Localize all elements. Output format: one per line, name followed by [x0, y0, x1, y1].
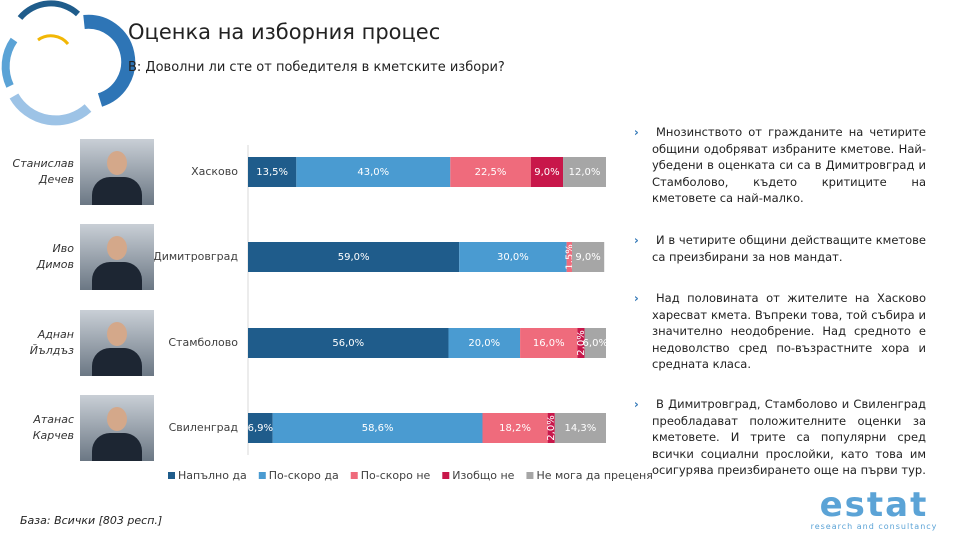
bar-segment: [530, 157, 564, 187]
legend-label: Изобщо не: [452, 469, 514, 482]
value-label: 6,0%: [583, 338, 608, 349]
photo-face: [107, 151, 127, 175]
bar-segment: [450, 157, 531, 187]
value-label: 18,2%: [499, 423, 531, 434]
photo-suit: [92, 433, 142, 461]
logo-tagline: research and consultancy: [810, 522, 938, 531]
note: Мнозинството от гражданите на четирите о…: [634, 124, 926, 207]
legend-label: По-скоро да: [269, 469, 339, 482]
photo-face: [107, 322, 127, 346]
value-label: 6,9%: [248, 423, 273, 434]
value-label: 12,0%: [569, 167, 601, 178]
photo: [80, 139, 154, 205]
bar-segment: [577, 328, 585, 358]
legend-swatch: [350, 472, 358, 479]
bar-segment: [296, 157, 451, 187]
person-name: Станислав Дечев: [6, 156, 74, 188]
legend-swatch: [258, 472, 266, 479]
value-label: 30,0%: [497, 252, 529, 263]
bar-segment: [520, 328, 578, 358]
legend-label: Напълно да: [178, 469, 247, 482]
last-name: Йълдъз: [29, 344, 74, 357]
bar-segment: [563, 157, 606, 187]
first-name: Иво: [52, 242, 74, 255]
person-name: Аднан Йълдъз: [6, 327, 74, 359]
bar-segment: [272, 413, 483, 443]
note: Над половината от жителите на Хасково ха…: [634, 290, 926, 373]
person-name: Иво Димов: [6, 241, 74, 273]
category-label: Димитровград: [153, 250, 238, 263]
value-label: 22,5%: [475, 167, 507, 178]
bar-segment: [459, 242, 567, 272]
logo: estat research and consultancy: [806, 488, 942, 531]
bar-segment: [566, 242, 572, 272]
value-label: 16,0%: [533, 338, 565, 349]
bar-segment: [554, 413, 606, 443]
legend-swatch: [168, 472, 175, 479]
note: В Димитровград, Стамболово и Свиленград …: [634, 396, 926, 479]
value-label: 9,0%: [575, 252, 600, 263]
photo-suit: [92, 262, 142, 290]
photo-face: [107, 407, 127, 431]
value-label: 20,0%: [468, 338, 500, 349]
last-name: Карчев: [32, 429, 74, 442]
photo-face: [107, 236, 127, 260]
bar-segment: [248, 413, 273, 443]
value-label: 2,0%: [576, 330, 587, 355]
value-label: 1,5%: [564, 244, 575, 269]
bar-segment: [482, 413, 548, 443]
bar-segment: [248, 242, 460, 272]
photo: [80, 224, 154, 290]
subtitle: В: Доволни ли сте от победителя в кметск…: [128, 60, 505, 75]
bar-segment: [584, 328, 606, 358]
bar-segment: [248, 157, 297, 187]
note-text: И в четирите общини действащите кметове …: [652, 233, 926, 264]
value-label: 58,6%: [362, 423, 394, 434]
note-text: В Димитровград, Стамболово и Свиленград …: [652, 397, 926, 477]
bar-segment: [547, 413, 555, 443]
value-label: 59,0%: [338, 252, 370, 263]
category-label: Хасково: [191, 165, 238, 178]
last-name: Димов: [36, 258, 74, 271]
title: Оценка на изборния процес: [128, 20, 441, 44]
note: И в четирите общини действащите кметове …: [634, 232, 926, 265]
photo: [80, 395, 154, 461]
note-text: Мнозинството от гражданите на четирите о…: [652, 125, 926, 205]
value-label: 13,5%: [256, 167, 288, 178]
bar-segment: [448, 328, 521, 358]
category-label: Стамболово: [168, 336, 238, 349]
base-note: База: Всички [803 респ.]: [20, 514, 163, 527]
note-text: Над половината от жителите на Хасково ха…: [652, 291, 926, 371]
bar-segment: [248, 328, 449, 358]
legend-swatch: [526, 472, 534, 479]
photo: [80, 310, 154, 376]
photo-suit: [92, 348, 142, 376]
value-label: 2,0%: [546, 415, 557, 440]
value-label: 43,0%: [357, 167, 389, 178]
logo-name: estat: [819, 485, 929, 525]
value-label: 56,0%: [332, 338, 364, 349]
legend-label: По-скоро не: [361, 469, 431, 482]
first-name: Станислав: [12, 157, 74, 170]
last-name: Дечев: [38, 173, 74, 186]
legend-swatch: [442, 472, 450, 479]
category-label: Свиленград: [169, 421, 239, 434]
photo-suit: [92, 177, 142, 205]
first-name: Атанас: [33, 413, 74, 426]
value-label: 9,0%: [534, 167, 559, 178]
bar-segment: [571, 242, 605, 272]
person-name: Атанас Карчев: [6, 412, 74, 444]
value-label: 14,3%: [565, 423, 597, 434]
first-name: Аднан: [37, 328, 74, 341]
legend-label: Не мога да преценя: [536, 469, 652, 482]
corner-logo: [1, 0, 136, 126]
